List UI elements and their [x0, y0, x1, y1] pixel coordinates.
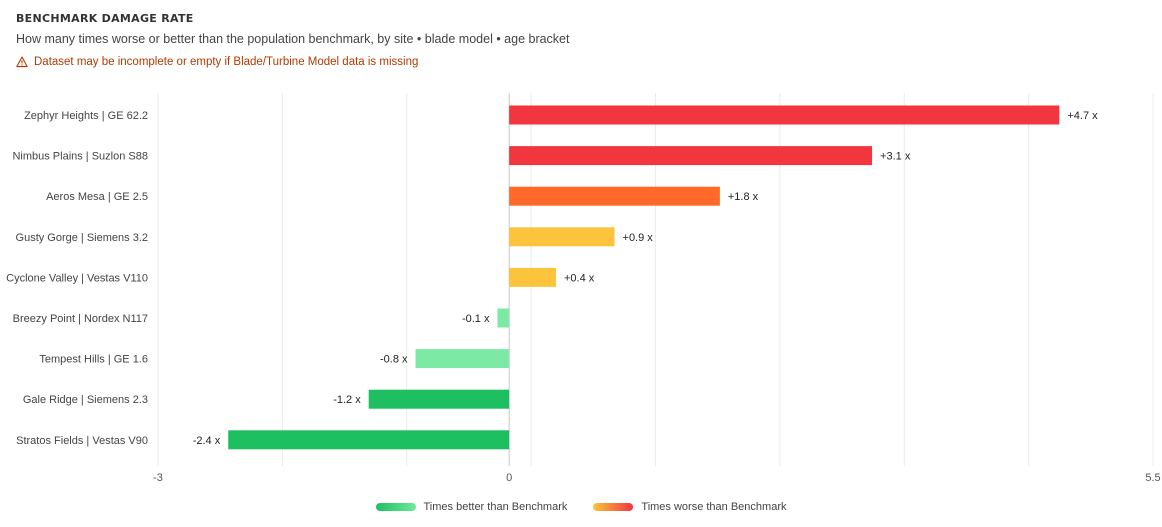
category-label: Nimbus Plains | Suzlon S88: [12, 151, 148, 163]
data-label: -0.8 x: [380, 354, 408, 366]
bar[interactable]: [497, 308, 510, 328]
bar[interactable]: [509, 186, 720, 206]
category-label: Cyclone Valley | Vestas V110: [6, 272, 148, 284]
data-label: -0.1 x: [462, 313, 490, 325]
bar[interactable]: [415, 349, 510, 369]
legend-swatch-worse: [593, 503, 634, 511]
data-label: +3.1 x: [880, 151, 911, 163]
data-label: +0.4 x: [564, 272, 595, 284]
bar[interactable]: [509, 227, 615, 247]
data-label: -2.4 x: [193, 435, 221, 447]
bar[interactable]: [509, 267, 556, 287]
bar[interactable]: [368, 389, 510, 409]
legend-label-better: Times better than Benchmark: [423, 501, 568, 513]
legend-label-worse: Times worse than Benchmark: [641, 501, 787, 513]
x-tick-label: 0: [506, 472, 512, 484]
legend-item-worse[interactable]: Times worse than Benchmark: [593, 501, 786, 513]
bar[interactable]: [509, 146, 873, 166]
category-label: Breezy Point | Nordex N117: [13, 313, 148, 325]
bar[interactable]: [228, 430, 510, 450]
data-label: -1.2 x: [333, 394, 361, 406]
x-tick-label: -3: [153, 472, 163, 484]
category-label: Tempest Hills | GE 1.6: [39, 354, 148, 366]
warning-text: Dataset may be incomplete or empty if Bl…: [34, 56, 419, 68]
category-label: Stratos Fields | Vestas V90: [16, 435, 148, 447]
chart-title: BENCHMARK DAMAGE RATE: [16, 12, 194, 25]
data-label: +4.7 x: [1067, 110, 1098, 122]
category-label: Zephyr Heights | GE 62.2: [24, 110, 148, 122]
bar-chart: -3 0 5.5 Zephyr Heights | GE 62.2 +4.7 x Nimb…: [6, 93, 1161, 484]
x-tick-label: 5.5: [1145, 472, 1160, 484]
data-warning: Dataset may be incomplete or empty if Bl…: [16, 56, 570, 68]
category-label: Gusty Gorge | Siemens 3.2: [16, 232, 148, 244]
data-label: +1.8 x: [728, 191, 759, 203]
chart-subtitle: How many times worse or better than the …: [16, 32, 570, 46]
warning-icon: [16, 56, 28, 68]
data-label: +0.9 x: [623, 232, 654, 244]
category-label: Aeros Mesa | GE 2.5: [46, 191, 148, 203]
chart-header: BENCHMARK DAMAGE RATE How many times wor…: [16, 12, 570, 68]
chart-legend: Times better than Benchmark Times worse …: [0, 501, 1162, 513]
legend-item-better[interactable]: Times better than Benchmark: [375, 501, 568, 513]
legend-swatch-better: [375, 503, 416, 511]
category-label: Gale Ridge | Siemens 2.3: [23, 394, 148, 406]
bar[interactable]: [509, 105, 1060, 125]
